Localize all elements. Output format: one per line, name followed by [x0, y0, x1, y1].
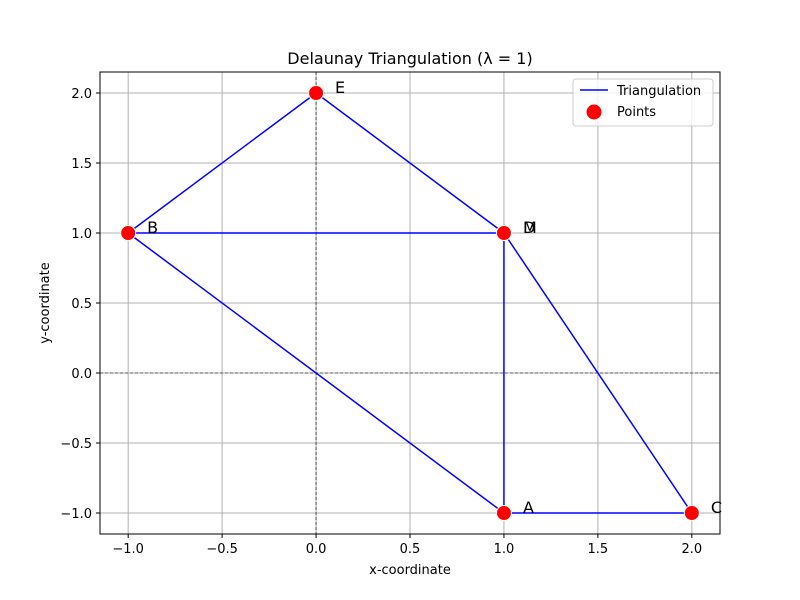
point-label-a: A [523, 498, 534, 517]
point-label-b: B [147, 218, 158, 237]
data-point-b [120, 225, 137, 241]
triangulation-edge [127, 232, 505, 514]
point-labels: A B C D E M [147, 78, 722, 517]
x-tick-label: 1.0 [494, 542, 515, 557]
y-tick-label: 1.0 [71, 227, 92, 242]
y-tick-label: −1.0 [60, 507, 92, 522]
point-label-m: M [523, 218, 537, 237]
triangulation-edge [127, 92, 317, 234]
x-tick-label: 2.0 [681, 542, 702, 557]
y-axis-ticks: −1.0 −0.5 0.0 0.5 1.0 1.5 2.0 [60, 87, 100, 522]
point-label-d: D [523, 218, 535, 237]
data-point-c [683, 505, 700, 521]
triangulation-edge [503, 232, 693, 514]
x-tick-label: 0.0 [306, 542, 327, 557]
legend-point-swatch [585, 103, 603, 121]
y-tick-label: 2.0 [71, 87, 92, 102]
zero-reference-lines [100, 72, 720, 534]
triangulation-edge [315, 92, 505, 234]
data-point-m [495, 225, 512, 241]
y-tick-label: 0.5 [71, 297, 92, 312]
data-point-e [308, 85, 325, 101]
data-point-a [495, 505, 512, 521]
data-points [120, 85, 700, 521]
triangulation-edges [127, 92, 693, 514]
x-axis-label: x-coordinate [369, 563, 451, 578]
x-tick-label: 0.5 [400, 542, 421, 557]
y-axis-label: y-coordinate [38, 262, 53, 344]
point-label-c: C [711, 498, 722, 517]
legend: Triangulation Points [572, 78, 714, 127]
y-tick-label: 0.0 [71, 367, 92, 382]
y-tick-label: 1.5 [71, 157, 92, 172]
y-tick-label: −0.5 [60, 437, 92, 452]
legend-label-triangulation: Triangulation [616, 84, 701, 99]
x-axis-ticks: −1.0 −0.5 0.0 0.5 1.0 1.5 2.0 [112, 534, 702, 557]
point-label-e: E [335, 78, 345, 97]
x-tick-label: −0.5 [206, 542, 238, 557]
x-tick-label: 1.5 [588, 542, 609, 557]
legend-label-points: Points [617, 105, 656, 120]
chart-title: Delaunay Triangulation (λ = 1) [287, 49, 532, 68]
x-tick-label: −1.0 [112, 542, 144, 557]
